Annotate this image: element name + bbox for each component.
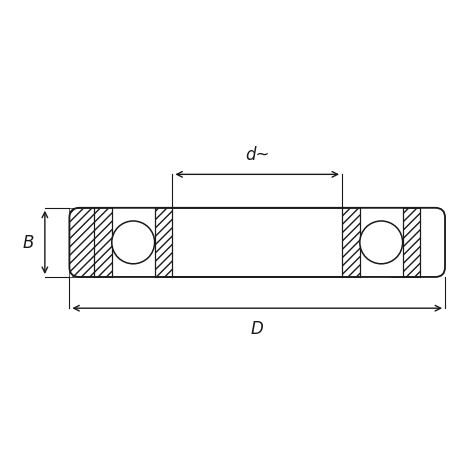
Text: D: D	[250, 319, 263, 338]
Bar	[359, 208, 402, 277]
Bar	[112, 208, 154, 277]
Bar	[69, 208, 444, 277]
Circle shape	[112, 222, 154, 264]
Bar	[154, 208, 172, 277]
Bar	[402, 208, 420, 277]
Text: B: B	[22, 234, 34, 252]
Bar	[172, 208, 341, 277]
Bar	[341, 208, 359, 277]
Bar	[94, 208, 112, 277]
Text: d~: d~	[245, 146, 269, 164]
Bar	[69, 208, 94, 277]
Bar	[390, 208, 420, 277]
Circle shape	[359, 222, 402, 264]
